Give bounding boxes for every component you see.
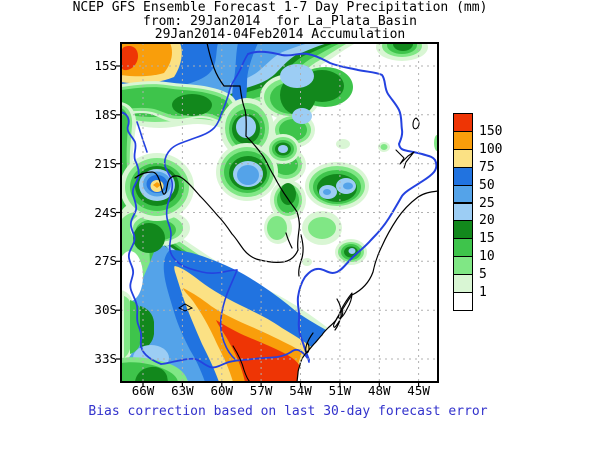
legend-swatch bbox=[453, 148, 473, 168]
lat-label: 33S bbox=[94, 351, 117, 366]
precipitation-contours bbox=[121, 43, 438, 382]
legend-swatch bbox=[453, 166, 473, 186]
country-borders bbox=[134, 43, 438, 382]
contour-region-c20 bbox=[278, 145, 288, 153]
lon-label: 66W bbox=[131, 383, 155, 398]
legend-swatch bbox=[453, 274, 473, 293]
lat-lon-grid bbox=[121, 43, 438, 382]
legend-swatch bbox=[453, 256, 473, 276]
legend-value: 75 bbox=[479, 159, 495, 175]
contour-region-c150 bbox=[121, 46, 138, 71]
contour-region-c25 bbox=[343, 182, 353, 190]
river-line bbox=[121, 111, 162, 365]
contour-region-c15 bbox=[280, 183, 296, 205]
lat-label: 24S bbox=[94, 204, 117, 220]
lon-label: 48W bbox=[368, 383, 391, 398]
river-line bbox=[219, 269, 238, 361]
contour-region-c100 bbox=[153, 182, 161, 188]
legend-value: 5 bbox=[479, 267, 487, 283]
lat-label: 15S bbox=[94, 58, 117, 73]
contour-region-c15 bbox=[135, 366, 168, 382]
lon-label: 60W bbox=[210, 383, 234, 398]
legend-swatch bbox=[453, 113, 473, 132]
legend-value: 10 bbox=[479, 249, 495, 265]
legend-value: 25 bbox=[479, 195, 495, 211]
legend-swatch bbox=[453, 238, 473, 258]
axis-ticks bbox=[116, 65, 420, 387]
contour-region-c15 bbox=[172, 94, 212, 116]
lon-label: 54W bbox=[289, 383, 312, 398]
legend-value: 20 bbox=[479, 213, 495, 229]
contour-region-c15 bbox=[133, 223, 165, 253]
contour-region-c5 bbox=[380, 144, 388, 150]
contour-region-white bbox=[297, 191, 438, 382]
lat-label: 18S bbox=[94, 106, 117, 122]
contour-region-c1 bbox=[336, 139, 350, 149]
plot-title-line1: NCEP GFS Ensemble Forecast 1-7 Day Preci… bbox=[72, 0, 488, 15]
contour-region-c50 bbox=[232, 43, 258, 109]
border-line bbox=[338, 292, 353, 319]
lat-label: 27S bbox=[94, 253, 117, 269]
river-line bbox=[247, 50, 438, 361]
border-line bbox=[305, 309, 344, 354]
border-line bbox=[206, 43, 247, 137]
contour-region-c20 bbox=[348, 248, 356, 254]
contour-region-c1 bbox=[302, 258, 312, 266]
contour-region-c10 bbox=[130, 300, 141, 354]
rivers-and-basin-outline bbox=[121, 50, 438, 369]
border-line bbox=[245, 135, 300, 251]
legend-value: 100 bbox=[479, 141, 503, 157]
border-line bbox=[395, 149, 415, 169]
lat-label: 21S bbox=[94, 155, 117, 171]
border-line bbox=[285, 232, 304, 277]
lat-label: 30S bbox=[94, 302, 117, 318]
legend-swatch bbox=[453, 292, 473, 311]
border-line bbox=[134, 171, 201, 197]
legend-swatch bbox=[453, 130, 473, 150]
contour-region-c150 bbox=[216, 320, 302, 382]
legend-swatch bbox=[453, 202, 473, 222]
bias-caption: Bias correction based on last 30-day for… bbox=[88, 404, 488, 419]
legend-value: 1 bbox=[479, 285, 487, 300]
plot-title-line3: 29Jan2014-04Feb2014 Accumulation bbox=[154, 27, 406, 42]
river-line bbox=[136, 121, 148, 153]
lon-label: 63W bbox=[171, 383, 194, 398]
border-line bbox=[199, 195, 299, 263]
lon-label: 51W bbox=[328, 383, 352, 398]
border-line bbox=[232, 345, 251, 382]
contour-region-c20 bbox=[292, 108, 312, 124]
plot-title-line2: from: 29Jan2014 for La_Plata_Basin bbox=[143, 14, 417, 29]
legend-value: 15 bbox=[479, 231, 495, 247]
contour-region-c5 bbox=[308, 217, 336, 239]
river-line bbox=[163, 53, 249, 274]
lon-label: 45W bbox=[407, 383, 430, 398]
lon-label: 57W bbox=[249, 383, 273, 398]
legend-value: 50 bbox=[479, 177, 495, 193]
contour-region-c5 bbox=[267, 216, 287, 240]
contour-region-c5 bbox=[124, 296, 131, 358]
contour-region-c25 bbox=[323, 189, 331, 195]
contour-region-c15 bbox=[393, 43, 413, 51]
legend-value: 150 bbox=[479, 123, 503, 139]
legend-swatch bbox=[453, 184, 473, 204]
contour-region-c20 bbox=[280, 64, 314, 88]
legend-swatch bbox=[453, 220, 473, 240]
contour-region-c25 bbox=[237, 165, 259, 185]
